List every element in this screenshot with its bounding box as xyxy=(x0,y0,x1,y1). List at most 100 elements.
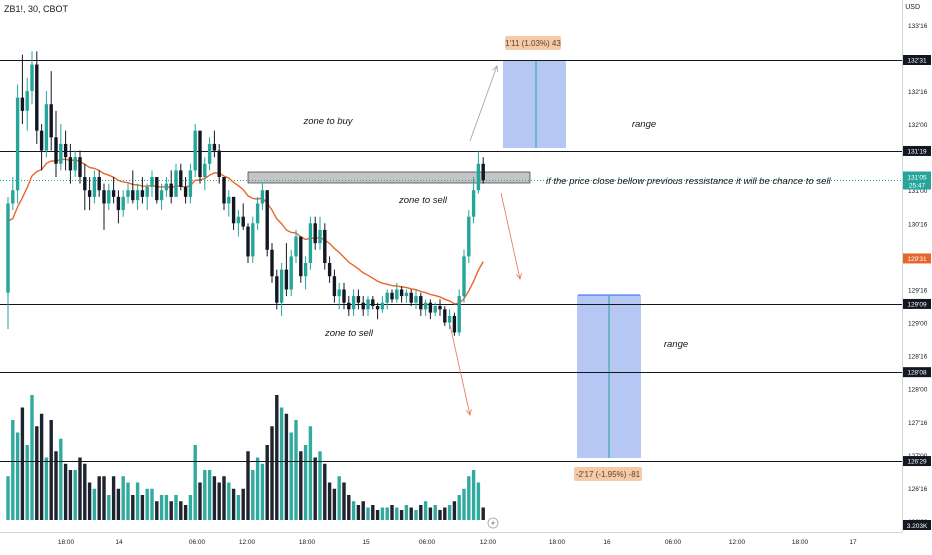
projection-layer: 1'11 (1.03%) 43 -2'17 (-1.95%) -81 xyxy=(247,36,642,481)
volume-bar xyxy=(11,420,15,520)
candle-body xyxy=(428,302,433,313)
candle-body xyxy=(385,292,389,303)
arrow-up-head xyxy=(492,65,499,73)
candle-body xyxy=(366,299,370,310)
volume-bar xyxy=(227,482,231,520)
volume-bar xyxy=(121,476,125,520)
volume-bar xyxy=(308,426,313,520)
candle-body xyxy=(198,130,202,178)
price-tick-label: 132'16 xyxy=(908,89,928,96)
candle-body xyxy=(447,315,452,323)
candle-body xyxy=(193,130,197,171)
volume-bar xyxy=(347,495,351,520)
level-tag-bg xyxy=(903,55,931,65)
volume-bar xyxy=(457,495,461,520)
volume-bar xyxy=(39,413,44,520)
ema-tag-bg xyxy=(903,253,931,264)
candle-body xyxy=(159,190,164,201)
volume-bar xyxy=(111,476,116,520)
arrow-down-2-head xyxy=(465,409,472,416)
volume-bar xyxy=(303,445,308,520)
price-tick-label: 128'16 xyxy=(908,354,928,361)
candle-body xyxy=(419,296,423,310)
volume-bar xyxy=(59,438,63,520)
time-tick-label: 12:00 xyxy=(729,539,746,546)
volume-bar xyxy=(68,470,73,520)
volume-bar xyxy=(279,407,284,520)
volume-bar xyxy=(174,495,178,520)
candle-body xyxy=(476,163,481,191)
candle-body xyxy=(107,190,111,204)
volume-bar xyxy=(476,482,481,520)
candle-body xyxy=(131,190,135,201)
time-tick-label: 18:00 xyxy=(299,539,316,546)
volume-bar xyxy=(236,495,241,520)
volume-bar xyxy=(83,463,87,520)
price-tick-label: 132'00 xyxy=(908,122,928,129)
volume-bar xyxy=(471,470,476,520)
candle-body xyxy=(20,97,25,111)
candle-body xyxy=(380,302,385,310)
candle-body xyxy=(332,276,337,297)
volume-bar xyxy=(390,505,394,520)
long-position-label-bg xyxy=(505,36,561,50)
candle-body xyxy=(169,183,173,197)
volume-bar xyxy=(222,476,226,520)
volume-bar xyxy=(73,470,77,520)
volume-bar xyxy=(35,426,39,520)
candle-body xyxy=(179,170,183,187)
volume-bar xyxy=(78,457,82,520)
volume-bar xyxy=(193,445,197,520)
candle-body xyxy=(327,263,332,277)
candle-body xyxy=(323,229,327,264)
volume-bar xyxy=(179,501,183,520)
candle-body xyxy=(284,269,289,290)
candle-body xyxy=(251,223,255,257)
volume-bar xyxy=(443,507,447,520)
volume-bar xyxy=(265,445,269,520)
annotation-text: range xyxy=(664,339,688,350)
level-tag-bg xyxy=(903,298,931,309)
volume-bar xyxy=(313,457,317,520)
volume-bar xyxy=(49,420,53,520)
candle-body xyxy=(337,289,341,297)
level-tag: 131'19 xyxy=(907,148,927,155)
volume-bar xyxy=(433,505,437,520)
last-price-tag-bg xyxy=(903,171,931,190)
arrow-down-1-head xyxy=(515,273,522,280)
time-tick-label: 17 xyxy=(849,539,857,546)
time-tick-label: 18:00 xyxy=(549,539,566,546)
candle-body xyxy=(279,269,284,303)
candle-body xyxy=(78,157,82,178)
volume-bar xyxy=(423,501,428,520)
price-tick-label: 131'00 xyxy=(908,188,928,195)
volume-bar xyxy=(380,507,385,520)
volume-bar xyxy=(467,476,471,520)
candle-body xyxy=(59,143,63,164)
time-tick-label: 12:00 xyxy=(239,539,256,546)
volume-bar xyxy=(107,495,111,520)
volume-bar xyxy=(102,476,106,520)
candle-body xyxy=(126,190,130,197)
candle-body xyxy=(289,256,293,290)
volume-bar xyxy=(481,507,485,520)
volume-bar xyxy=(15,432,20,520)
candle-body xyxy=(6,203,10,293)
candle-body xyxy=(347,302,351,310)
candle-body xyxy=(203,163,207,178)
volume-bar xyxy=(231,488,236,520)
candle-body xyxy=(438,306,442,310)
volume-bar xyxy=(414,510,418,520)
candle-body xyxy=(217,150,221,178)
price-tick-label: 130'16 xyxy=(908,221,928,228)
candle-body xyxy=(73,157,77,171)
level-tag: 126'29 xyxy=(907,459,927,466)
time-tick-label: 18:00 xyxy=(58,539,75,546)
candle-body xyxy=(308,223,313,264)
volume-bar xyxy=(361,501,365,520)
lightning-icon xyxy=(491,519,495,527)
annotation-layer: zone to buy range zone to sell if the price… xyxy=(302,65,831,416)
volume-bar xyxy=(323,463,327,520)
